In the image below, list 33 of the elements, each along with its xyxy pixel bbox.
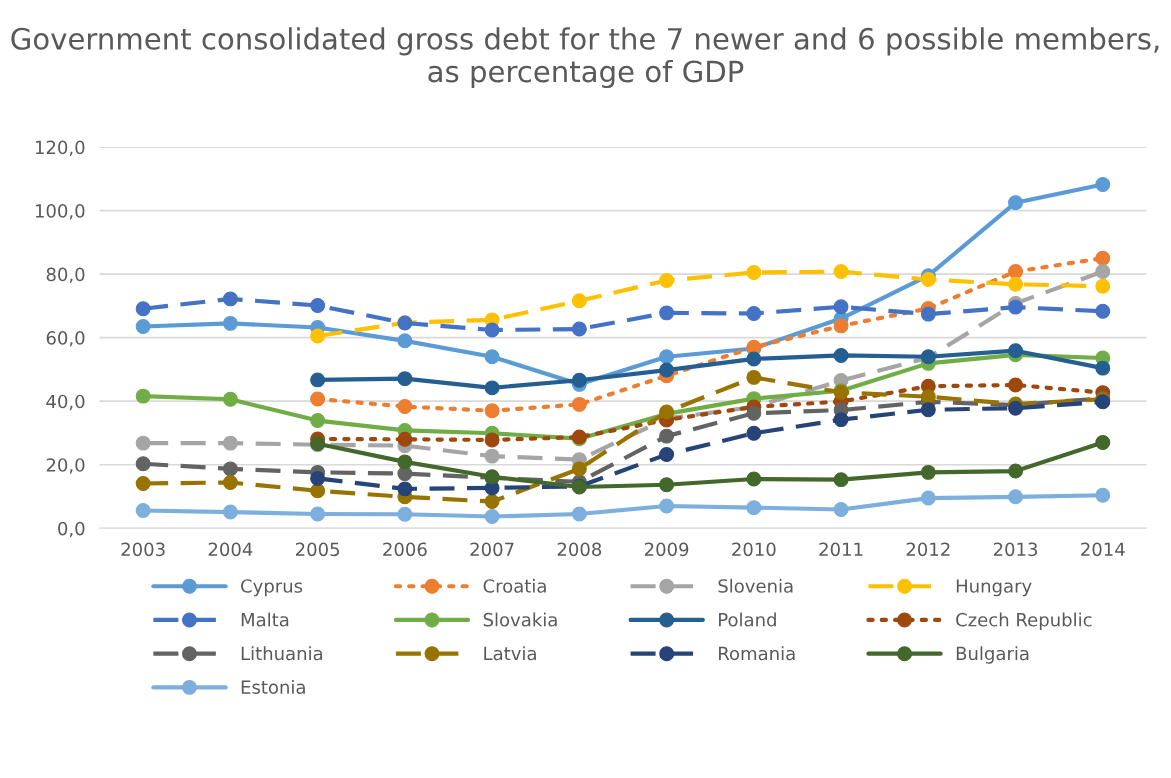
- legend-label: Slovakia: [483, 612, 557, 627]
- x-tick-label: 2004: [208, 542, 253, 557]
- x-tick-label: 2010: [732, 542, 776, 557]
- x-tick-label: 2013: [993, 542, 1038, 557]
- legend-label: Slovenia: [718, 578, 793, 593]
- x-tick-label: 2011: [819, 542, 863, 557]
- legend-label: Hungary: [956, 579, 1032, 597]
- legend-label: Lithuania: [241, 646, 323, 661]
- legend-label: Malta: [241, 612, 289, 627]
- legend-label: Estonia: [241, 680, 305, 694]
- y-tick-label: 20,0: [46, 458, 85, 474]
- legend-label: Cyprus: [241, 579, 303, 597]
- y-tick-label: 120,0: [35, 140, 85, 156]
- chart-title: Government consolidated gross debt for the 7 newer and 6 possible members, as percentage of GDP: [11, 27, 1159, 89]
- x-tick-label: 2014: [1081, 542, 1125, 557]
- y-tick-label: 60,0: [46, 331, 85, 347]
- y-tick-label: 100,0: [35, 204, 85, 220]
- legend-label: Croatia: [483, 578, 546, 593]
- x-tick-label: 2012: [906, 542, 950, 557]
- legend-label: Latvia: [484, 646, 536, 661]
- x-tick-label: 2003: [121, 542, 165, 557]
- y-tick-label: 0,0: [58, 521, 85, 538]
- y-tick-label: 80,0: [46, 267, 85, 284]
- y-tick-label: 40,0: [46, 394, 85, 411]
- x-tick-label: 2008: [557, 542, 602, 557]
- legend-label: Czech Republic: [956, 612, 1092, 631]
- legend-label: Bulgaria: [956, 646, 1029, 664]
- legend-label: Romania: [719, 646, 795, 661]
- legend-label: Poland: [719, 612, 776, 627]
- x-tick-label: 2005: [295, 542, 340, 557]
- x-tick-label: 2009: [644, 542, 689, 557]
- x-tick-label: 2007: [470, 542, 514, 557]
- x-tick-label: 2006: [383, 542, 427, 557]
